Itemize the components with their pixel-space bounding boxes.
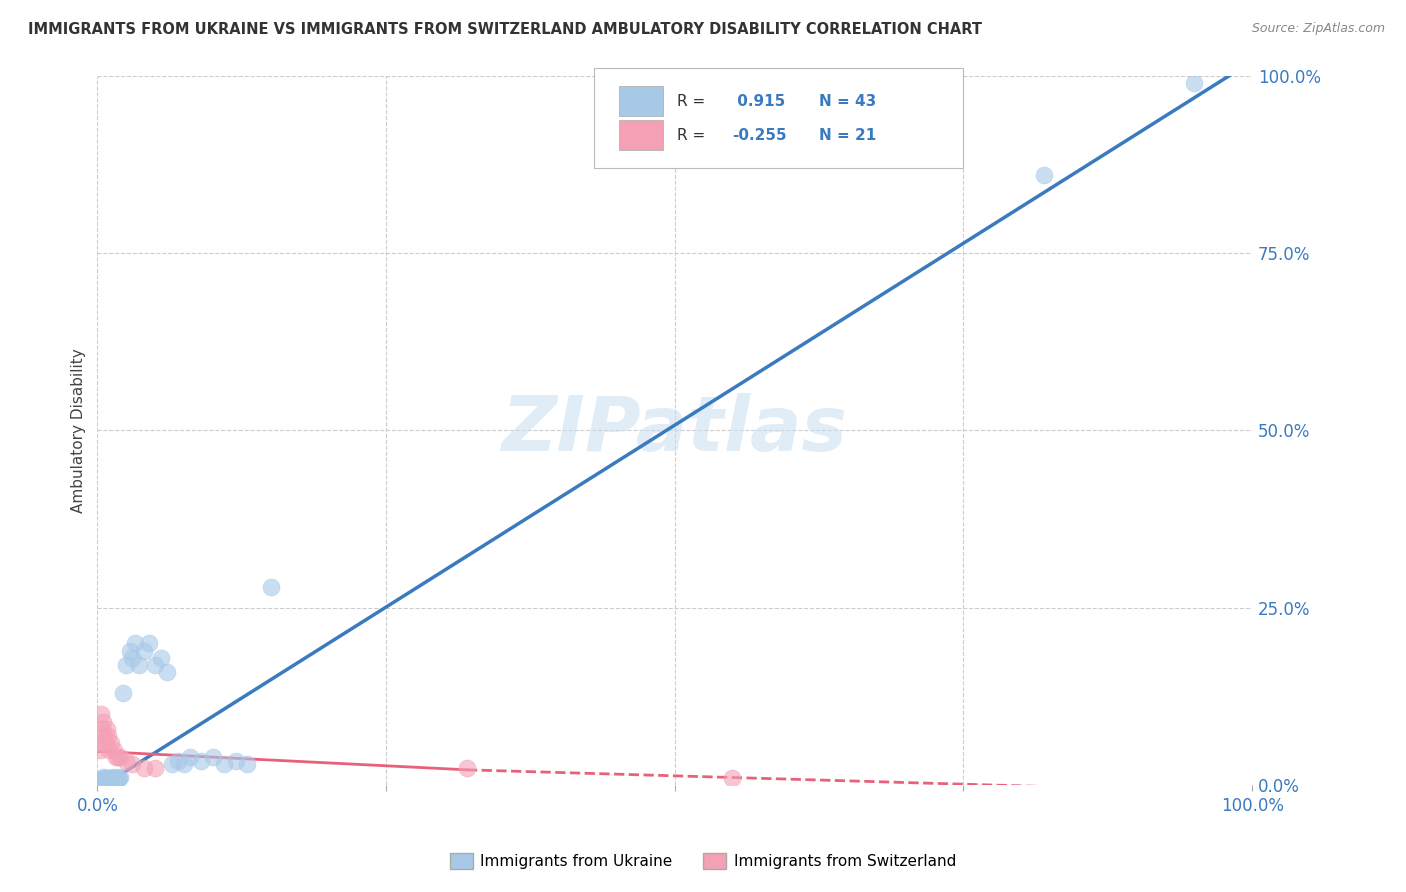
Point bbox=[89, 772, 111, 787]
Point bbox=[108, 772, 131, 786]
Point bbox=[97, 771, 120, 785]
Text: R =: R = bbox=[678, 128, 710, 143]
Point bbox=[118, 643, 141, 657]
Point bbox=[98, 772, 121, 787]
Point bbox=[110, 770, 132, 784]
Point bbox=[143, 761, 166, 775]
Point bbox=[259, 580, 281, 594]
Point bbox=[236, 757, 259, 772]
Point bbox=[111, 686, 134, 700]
Point bbox=[456, 761, 478, 775]
Point bbox=[97, 729, 120, 743]
Point bbox=[179, 750, 201, 764]
Point bbox=[124, 636, 146, 650]
Point bbox=[173, 757, 195, 772]
Point bbox=[115, 754, 138, 768]
Point bbox=[91, 774, 114, 789]
Point bbox=[190, 754, 212, 768]
Point bbox=[149, 650, 172, 665]
Point bbox=[90, 773, 112, 788]
Point bbox=[156, 665, 179, 679]
Point bbox=[103, 770, 125, 784]
Point bbox=[214, 757, 236, 772]
Point bbox=[1184, 76, 1206, 90]
Text: ZIPatlas: ZIPatlas bbox=[502, 393, 848, 467]
Text: IMMIGRANTS FROM UKRAINE VS IMMIGRANTS FROM SWITZERLAND AMBULATORY DISABILITY COR: IMMIGRANTS FROM UKRAINE VS IMMIGRANTS FR… bbox=[28, 22, 983, 37]
Point bbox=[107, 750, 129, 764]
Point bbox=[121, 650, 143, 665]
Text: 0.915: 0.915 bbox=[733, 94, 786, 109]
Point bbox=[115, 657, 138, 672]
Point bbox=[225, 754, 247, 768]
Point bbox=[94, 772, 117, 786]
Point bbox=[104, 772, 127, 786]
Point bbox=[121, 757, 143, 772]
Point bbox=[90, 707, 112, 722]
Point bbox=[138, 636, 160, 650]
Point bbox=[103, 743, 125, 757]
FancyBboxPatch shape bbox=[619, 87, 664, 116]
Point bbox=[94, 736, 117, 750]
Point bbox=[97, 772, 120, 786]
Point bbox=[87, 736, 110, 750]
Point bbox=[201, 750, 224, 764]
Text: -0.255: -0.255 bbox=[733, 128, 787, 143]
Point bbox=[91, 714, 114, 729]
Point bbox=[721, 772, 744, 786]
Point bbox=[132, 761, 155, 775]
Point bbox=[87, 775, 110, 789]
Text: R =: R = bbox=[678, 94, 710, 109]
Point bbox=[93, 770, 115, 784]
Legend: Immigrants from Ukraine, Immigrants from Switzerland: Immigrants from Ukraine, Immigrants from… bbox=[444, 847, 962, 875]
Point bbox=[101, 772, 124, 786]
FancyBboxPatch shape bbox=[619, 120, 664, 150]
Point bbox=[162, 757, 184, 772]
Point bbox=[110, 750, 132, 764]
Point bbox=[167, 754, 190, 768]
Point bbox=[91, 772, 114, 786]
Point bbox=[1033, 168, 1056, 182]
Point bbox=[143, 657, 166, 672]
Point bbox=[104, 772, 127, 786]
Y-axis label: Ambulatory Disability: Ambulatory Disability bbox=[72, 348, 86, 513]
Text: N = 21: N = 21 bbox=[820, 128, 876, 143]
Point bbox=[93, 729, 115, 743]
Point bbox=[97, 743, 120, 757]
Point bbox=[128, 657, 150, 672]
Point bbox=[100, 736, 122, 750]
Point bbox=[91, 722, 114, 736]
Text: Source: ZipAtlas.com: Source: ZipAtlas.com bbox=[1251, 22, 1385, 36]
Point bbox=[132, 643, 155, 657]
Point bbox=[107, 771, 129, 785]
FancyBboxPatch shape bbox=[593, 69, 963, 168]
Text: N = 43: N = 43 bbox=[820, 94, 876, 109]
Point bbox=[89, 743, 111, 757]
Point bbox=[96, 772, 118, 787]
Point bbox=[104, 750, 127, 764]
Point bbox=[96, 722, 118, 736]
Point bbox=[100, 772, 122, 786]
Point bbox=[105, 772, 128, 787]
